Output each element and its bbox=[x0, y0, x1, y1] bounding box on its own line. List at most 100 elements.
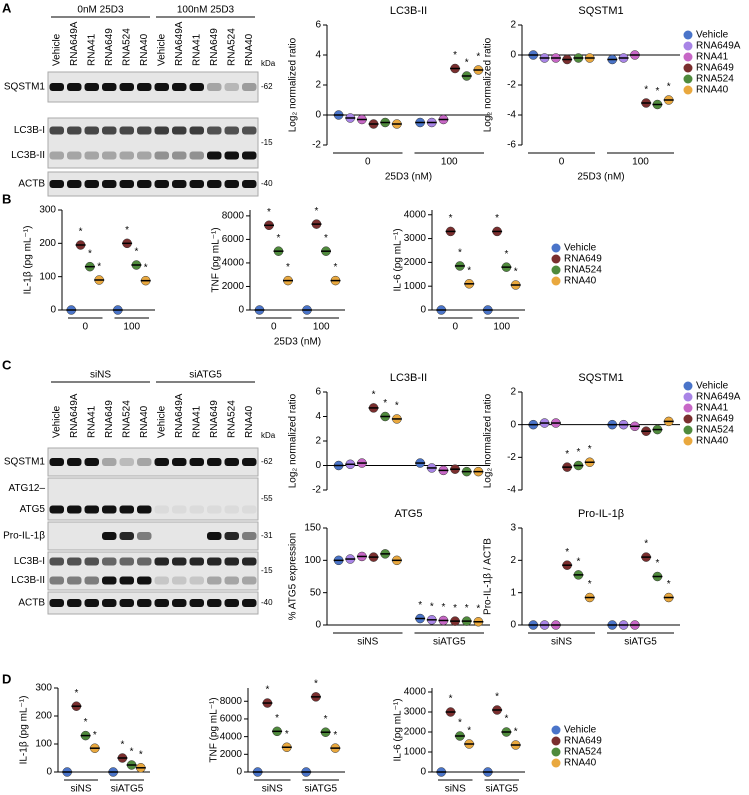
band bbox=[102, 151, 117, 160]
band bbox=[137, 505, 152, 514]
band bbox=[137, 126, 152, 135]
significance: * bbox=[504, 249, 508, 260]
significance: * bbox=[324, 233, 328, 244]
legend-label: Vehicle bbox=[564, 725, 597, 736]
y-tick-label: 0 bbox=[420, 767, 426, 778]
band bbox=[49, 180, 64, 188]
legend-swatch bbox=[683, 52, 693, 62]
band bbox=[102, 557, 117, 566]
significance: * bbox=[495, 692, 499, 703]
legend-swatch bbox=[551, 243, 561, 253]
band bbox=[119, 557, 134, 566]
y-tick-label: 0 bbox=[315, 110, 321, 121]
marker-label: -15 bbox=[261, 566, 273, 575]
legend-swatch bbox=[683, 74, 693, 84]
legend-swatch bbox=[683, 63, 693, 73]
band bbox=[207, 458, 222, 466]
band bbox=[102, 180, 117, 188]
significance: * bbox=[667, 82, 671, 93]
significance: * bbox=[565, 547, 569, 558]
band bbox=[154, 83, 169, 91]
band bbox=[137, 458, 152, 466]
band bbox=[207, 126, 222, 135]
blot-row-label: LC3B-I bbox=[14, 125, 45, 136]
legend-label: RNA649A bbox=[696, 392, 741, 403]
chart-title: LC3B-II bbox=[390, 5, 427, 17]
band bbox=[172, 126, 187, 135]
band bbox=[242, 83, 257, 91]
y-tick-label: 2000 bbox=[404, 727, 427, 738]
legend-label: RNA40 bbox=[696, 436, 729, 447]
band bbox=[49, 599, 64, 607]
significance: * bbox=[120, 740, 124, 751]
band bbox=[67, 576, 82, 585]
y-tick-label: 4 bbox=[315, 50, 321, 61]
band bbox=[137, 151, 152, 160]
x-tick-label: siATG5 bbox=[485, 784, 518, 795]
y-tick-label: 300 bbox=[39, 205, 56, 216]
y-tick-label: 0 bbox=[238, 305, 244, 316]
y-tick-label: 4000 bbox=[222, 258, 245, 269]
legend-label: RNA40 bbox=[564, 276, 597, 287]
lane-label: RNA649 bbox=[209, 400, 220, 438]
significance: * bbox=[74, 688, 78, 699]
lane-label: RNA649A bbox=[174, 393, 185, 438]
band bbox=[67, 458, 82, 466]
x-tick-label: siATG5 bbox=[304, 784, 337, 795]
y-tick-label: 0 bbox=[315, 460, 321, 471]
significance: * bbox=[275, 713, 279, 724]
panel-label: A bbox=[2, 0, 12, 15]
significance: * bbox=[644, 85, 648, 96]
band bbox=[49, 458, 64, 466]
significance: * bbox=[285, 729, 289, 740]
y-axis-label: IL-1β (pg mL⁻¹) bbox=[19, 696, 30, 765]
significance: * bbox=[139, 749, 143, 760]
y-tick-label: 1000 bbox=[404, 281, 427, 292]
band bbox=[119, 532, 134, 540]
significance: * bbox=[84, 717, 88, 728]
significance: * bbox=[565, 449, 569, 460]
lane-label: RNA40 bbox=[244, 33, 255, 66]
significance: * bbox=[476, 603, 480, 614]
x-axis-label: 25D3 (nM) bbox=[385, 172, 432, 183]
marker-label: -15 bbox=[261, 138, 273, 147]
y-tick-label: 50 bbox=[310, 587, 322, 598]
x-axis-label: 25D3 (nM) bbox=[577, 172, 624, 183]
band bbox=[172, 505, 187, 514]
significance: * bbox=[588, 579, 592, 590]
y-tick-label: 2 bbox=[510, 387, 516, 398]
band bbox=[49, 557, 64, 566]
band bbox=[154, 458, 169, 466]
blot-row bbox=[47, 591, 259, 615]
significance: * bbox=[267, 207, 271, 218]
significance: * bbox=[655, 558, 659, 569]
significance: * bbox=[449, 213, 453, 224]
y-tick-label: 3000 bbox=[404, 233, 427, 244]
significance: * bbox=[467, 265, 471, 276]
y-axis-label: IL-6 (pg mL⁻¹) bbox=[393, 228, 404, 291]
marker-label: -62 bbox=[261, 82, 273, 91]
x-tick-label: siATG5 bbox=[111, 784, 144, 795]
x-tick-label: siNS bbox=[357, 637, 378, 648]
band bbox=[137, 532, 152, 540]
band bbox=[224, 532, 239, 540]
blot-row-label: SQSTM1 bbox=[4, 82, 46, 93]
significance: * bbox=[449, 694, 453, 705]
band bbox=[102, 599, 117, 607]
lane-label: RNA649A bbox=[174, 21, 185, 66]
y-tick-label: 2000 bbox=[404, 257, 427, 268]
band bbox=[207, 83, 222, 91]
significance: * bbox=[667, 579, 671, 590]
blot-row-label: LC3B-II bbox=[11, 150, 45, 161]
lane-label: RNA649 bbox=[104, 400, 115, 438]
band bbox=[224, 458, 239, 466]
legend-label: Vehicle bbox=[696, 30, 729, 41]
significance: * bbox=[418, 600, 422, 611]
band bbox=[224, 83, 239, 91]
band bbox=[119, 599, 134, 607]
blot-row-label: ACTB bbox=[18, 598, 45, 609]
blot-row-label: ATG5 bbox=[20, 504, 46, 515]
marker-label: -40 bbox=[261, 598, 273, 607]
band bbox=[242, 557, 257, 566]
band bbox=[189, 458, 204, 466]
